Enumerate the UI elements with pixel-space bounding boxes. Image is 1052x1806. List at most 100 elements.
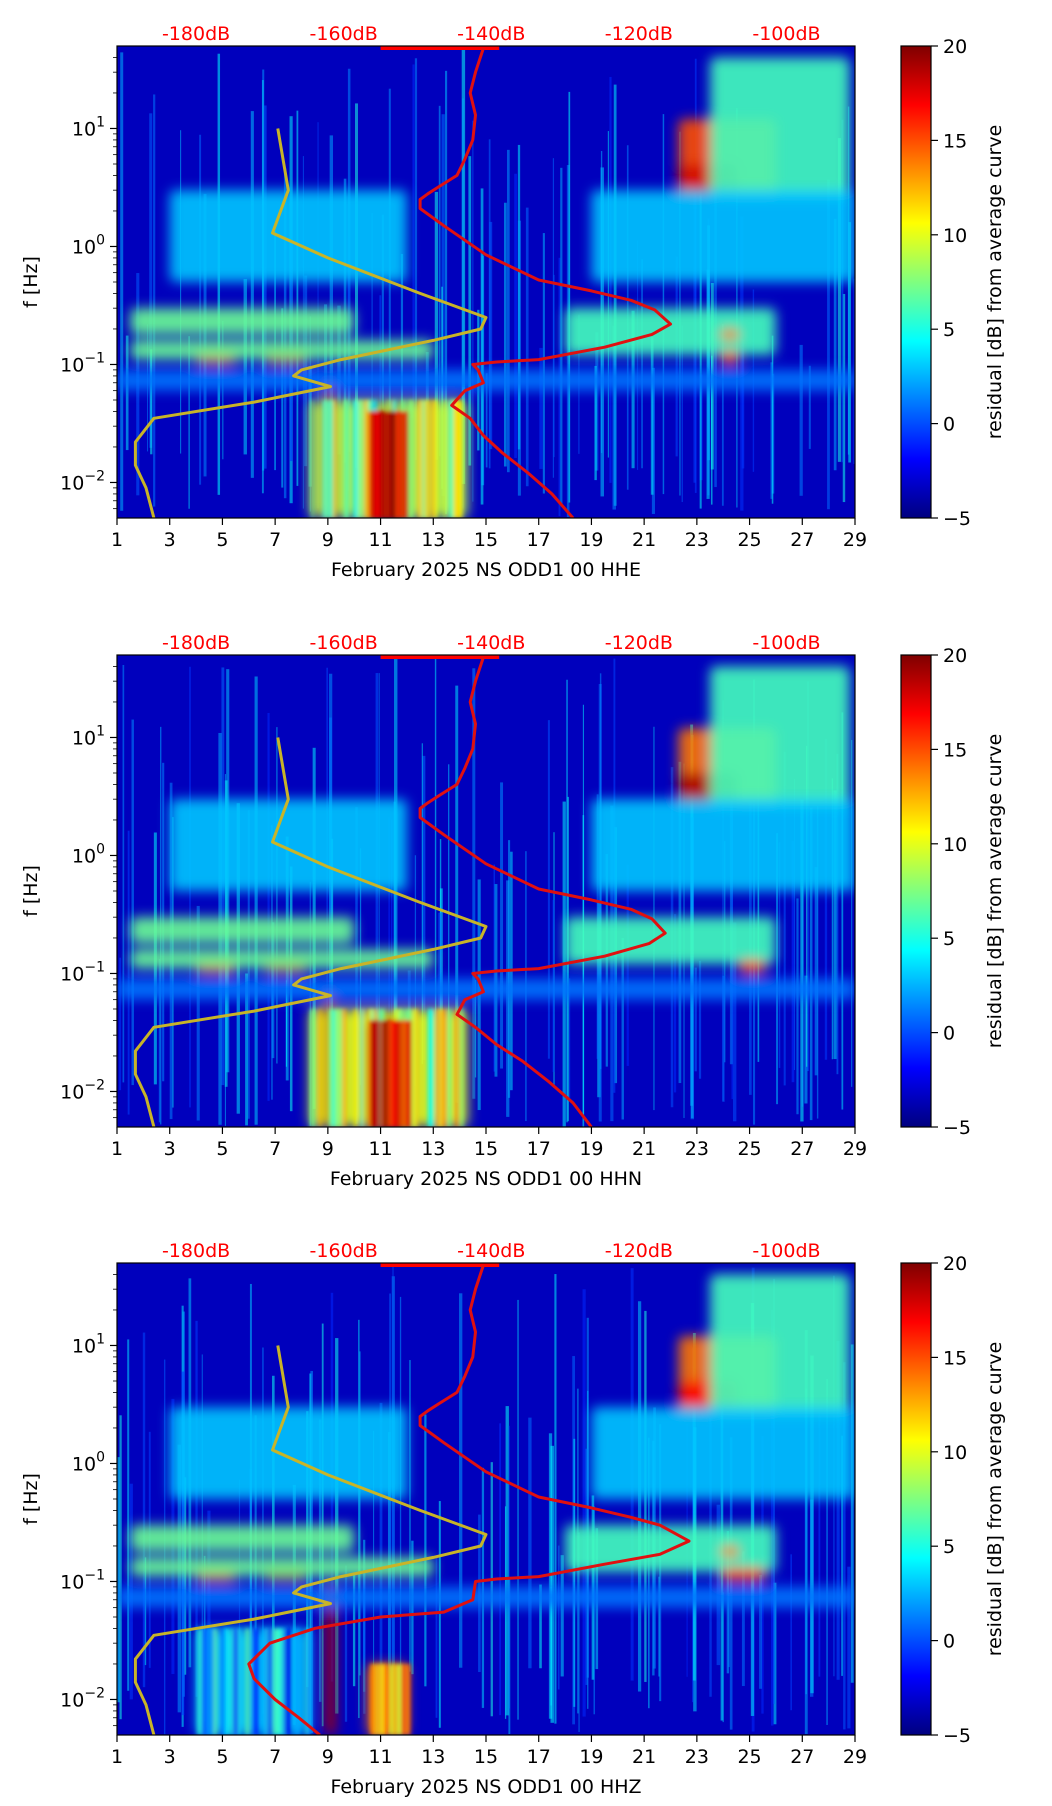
heatmap-streak <box>424 1414 427 1687</box>
heatmap-striation <box>331 1009 336 1127</box>
heatmap-striation <box>371 1663 376 1735</box>
heatmap-striation <box>401 1020 405 1127</box>
colorbar-tick-label: 20 <box>943 36 967 58</box>
heatmap-streak <box>836 1340 840 1680</box>
x-tick-label: 9 <box>322 529 334 551</box>
x-tick-label: 11 <box>368 1746 392 1768</box>
colorbar-label: residual [dB] from average curve <box>984 734 1006 1049</box>
heatmap-streak <box>149 113 153 448</box>
heatmap-streak <box>773 1582 777 1725</box>
heatmap-striation <box>391 1020 397 1127</box>
db-scale-label: -180dB <box>162 23 230 45</box>
x-tick-label: 11 <box>368 1138 392 1160</box>
colorbar-tick-label: −5 <box>943 508 971 530</box>
heatmap-streak <box>422 755 426 1061</box>
x-tick-label: 27 <box>790 1746 814 1768</box>
heatmap-region <box>591 799 855 891</box>
heatmap-streak <box>150 349 153 455</box>
heatmap-streak <box>461 49 466 484</box>
heatmap-streak <box>842 293 846 503</box>
x-tick-label: 3 <box>164 529 176 551</box>
heatmap-striation <box>210 1628 215 1735</box>
y-tick-label: 10−2 <box>60 468 105 494</box>
heatmap-streak <box>505 1406 509 1716</box>
heatmap-region <box>710 1274 850 1417</box>
heatmap-streak <box>553 274 555 458</box>
heatmap-streak <box>791 840 795 1083</box>
heatmap-streak <box>621 938 624 1120</box>
heatmap-streak <box>508 1425 510 1709</box>
heatmap-streak <box>245 973 248 1126</box>
x-tick-label: 13 <box>421 1746 445 1768</box>
heatmap-streak <box>120 52 124 511</box>
heatmap-streak <box>438 105 441 457</box>
x-tick-label: 23 <box>685 1138 709 1160</box>
heatmap-streak <box>329 135 334 460</box>
heatmap-streak <box>379 1402 383 1684</box>
heatmap-striation <box>322 400 326 518</box>
heatmap-streak <box>438 1501 441 1728</box>
heatmap-streak <box>837 138 841 462</box>
heatmap-streak <box>582 1289 586 1717</box>
heatmap-striation <box>424 400 429 518</box>
heatmap-streak <box>276 727 278 1064</box>
heatmap-striation <box>344 400 349 518</box>
heatmap-streak <box>373 1430 375 1730</box>
heatmap-streak <box>243 278 247 455</box>
heatmap-streak <box>503 202 507 467</box>
heatmap-streak <box>507 149 510 473</box>
heatmap-striation <box>412 1009 416 1127</box>
heatmap-streak <box>809 807 813 1121</box>
heatmap-streak <box>804 1330 808 1734</box>
heatmap-streak <box>125 335 129 451</box>
heatmap-striation <box>276 1628 281 1735</box>
heatmap-streak <box>180 130 182 454</box>
colorbar-tick-label: 10 <box>943 225 967 247</box>
db-scale-label: -160dB <box>310 632 378 654</box>
noise-model-curve <box>133 737 488 1127</box>
heatmap-streak <box>127 830 130 1115</box>
heatmap-streak <box>759 1574 762 1689</box>
heatmap-striation <box>377 1663 381 1735</box>
heatmap-streak <box>824 738 828 1060</box>
heatmap-streak <box>778 842 781 1068</box>
heatmap-streak <box>806 745 808 1067</box>
heatmap-streak <box>557 1545 560 1690</box>
heatmap-striation <box>453 400 460 518</box>
heatmap-area <box>117 655 855 1127</box>
x-tick-label: 9 <box>322 1138 334 1160</box>
heatmap-striation <box>375 411 380 518</box>
x-tick-label: 13 <box>421 1138 445 1160</box>
heatmap-striation <box>330 400 336 518</box>
heatmap-streak <box>783 751 786 1086</box>
heatmap-streak <box>455 685 459 1103</box>
heatmap-striation <box>380 1020 383 1127</box>
heatmap-striation <box>354 1009 358 1127</box>
heatmap-streak <box>808 365 811 449</box>
heatmap-region <box>130 308 355 335</box>
x-tick-label: 23 <box>685 529 709 551</box>
heatmap-striation <box>417 400 423 518</box>
db-scale-label: -140dB <box>457 1240 525 1262</box>
heatmap-streak <box>254 676 258 1125</box>
heatmap-streak <box>674 914 677 1093</box>
colorbar-gradient <box>900 45 932 519</box>
heatmap-streak <box>554 1274 557 1724</box>
heatmap-striation <box>305 1628 309 1735</box>
x-tick-label: 29 <box>843 529 867 551</box>
heatmap-streak <box>504 1506 507 1719</box>
heatmap-streak <box>752 679 756 1125</box>
heatmap-streak <box>485 373 488 468</box>
heatmap-streak <box>716 1504 721 1666</box>
heatmap-streak <box>414 855 417 1087</box>
x-tick-label: 7 <box>269 1746 281 1768</box>
heatmap-area <box>117 1263 855 1735</box>
heatmap-streak <box>517 220 521 496</box>
heatmap-streak <box>409 1360 411 1672</box>
colorbar-tick-label: 15 <box>943 739 967 761</box>
heatmap-streak <box>414 58 418 460</box>
heatmap-streak <box>796 898 799 1115</box>
heatmap-striation <box>410 400 414 518</box>
heatmap-streak <box>566 679 568 1123</box>
heatmap-striation <box>235 1628 239 1735</box>
